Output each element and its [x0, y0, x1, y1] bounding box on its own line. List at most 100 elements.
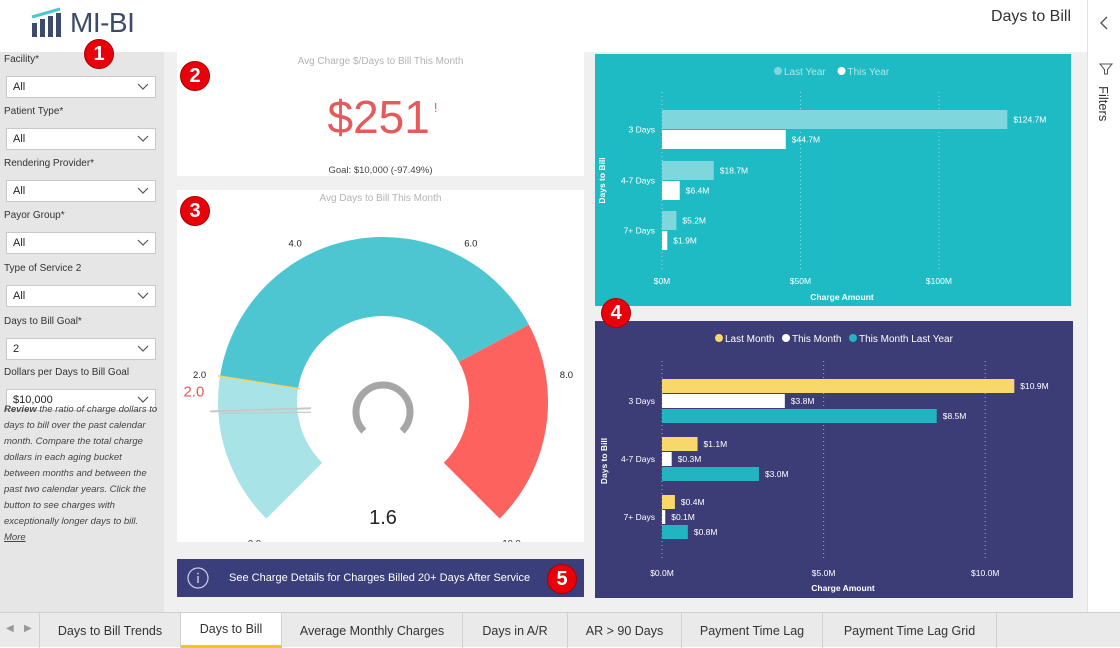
chevron-down-icon	[137, 239, 149, 246]
slicer-value: 2	[13, 343, 20, 355]
chevron-down-icon	[137, 292, 149, 299]
bar[interactable]	[662, 409, 937, 423]
gauge-title: Avg Days to Bill This Month	[319, 193, 442, 204]
page-tab[interactable]: Payment Time Lag	[682, 613, 823, 648]
page-tab[interactable]: Days to Bill Trends	[39, 613, 181, 648]
page-tab-bar: ◀ ▶ Days to Bill Trends Days to Bill Avera…	[0, 612, 1120, 648]
bar[interactable]	[662, 467, 759, 481]
page-tab[interactable]: Average Monthly Charges	[282, 613, 463, 648]
legend-item[interactable]: Last Month	[715, 334, 774, 345]
gauge-tick-label: 2.0	[193, 370, 206, 381]
bar[interactable]	[662, 437, 698, 451]
bar[interactable]	[662, 495, 675, 509]
x-tick-label: $10.0M	[971, 568, 999, 578]
bar[interactable]	[662, 161, 714, 180]
more-link[interactable]: More	[4, 532, 26, 543]
chevron-down-icon	[137, 135, 149, 142]
slicer-label: Payor Group*	[4, 210, 65, 221]
gauge-tick-label: 6.0	[464, 239, 477, 250]
slicer-dropdown[interactable]: All	[6, 76, 156, 98]
bar[interactable]	[662, 130, 786, 149]
x-tick-label: $0M	[654, 276, 671, 286]
page-title: Days to Bill	[990, 8, 1071, 25]
collapse-chevron-icon[interactable]	[1099, 16, 1109, 30]
gauge-band-1	[220, 237, 529, 389]
page-tab[interactable]: Days in A/R	[463, 613, 568, 648]
slicer-dropdown[interactable]: All	[6, 128, 156, 150]
description-bold: Review	[4, 404, 37, 415]
legend-item[interactable]: This Month Last Year	[849, 334, 954, 345]
legend-item[interactable]: This Month	[782, 334, 841, 345]
legend-item[interactable]: This Year	[837, 67, 890, 78]
bar-chart-logo-icon	[31, 7, 61, 37]
legend-label: Last Month	[725, 334, 774, 345]
report-description: Review the ratio of charge dollars to da…	[4, 402, 158, 546]
gauge-target-label: 2.0	[183, 384, 204, 401]
gauge-tick-label: 8.0	[560, 370, 573, 381]
kpi-value: $251!	[177, 90, 584, 144]
bar[interactable]	[662, 394, 785, 408]
gauge-card: Avg Days to Bill This Month 0.0 2.0 4.0 6.0…	[177, 190, 584, 542]
legend-marker	[715, 334, 723, 342]
category-label: 7+ Days	[624, 226, 655, 236]
slicer-value: All	[13, 133, 26, 145]
gauge-tick-label: 0.0	[248, 539, 261, 542]
slicer-label: Rendering Provider*	[4, 158, 95, 169]
bar[interactable]	[662, 110, 1008, 129]
info-icon	[187, 567, 209, 589]
slicer-label: Facility*	[4, 54, 40, 65]
page-tab[interactable]: Payment Time Lag Grid	[823, 613, 997, 648]
chevron-down-icon	[137, 396, 149, 403]
legend-marker	[849, 334, 857, 342]
bar[interactable]	[662, 510, 666, 524]
yearly-charges-chart: Last Year This Year $0M $50M $100M Charge Amo…	[595, 54, 1071, 306]
x-tick-label: $100M	[926, 276, 952, 286]
slicer-dropdown[interactable]: 2	[6, 338, 156, 360]
legend-label: This Month Last Year	[859, 334, 954, 345]
slicer-dropdown[interactable]: $10,000	[6, 389, 156, 411]
y-axis-label: Days to Bill	[597, 157, 607, 203]
tab-scroll-right-icon[interactable]: ▶	[24, 623, 32, 634]
filters-pane[interactable]: Filters	[1087, 0, 1120, 612]
bar[interactable]	[662, 211, 677, 230]
data-label: $5.2M	[682, 216, 706, 226]
filter-icon	[1099, 63, 1113, 75]
kpi-value-text: $251	[327, 91, 430, 143]
category-label: 4-7 Days	[621, 454, 655, 464]
bar[interactable]	[662, 379, 1015, 393]
page-tab[interactable]: AR > 90 Days	[568, 613, 682, 648]
bar[interactable]	[662, 231, 668, 250]
bar[interactable]	[662, 181, 680, 200]
logo-text: MI-BI	[70, 7, 135, 38]
gauge-target-line	[217, 375, 301, 390]
gauge-value-label: 1.6	[369, 507, 397, 529]
bar[interactable]	[662, 525, 688, 539]
bar[interactable]	[662, 452, 672, 466]
callout-badge-2: 2	[180, 61, 210, 91]
legend-label: This Month	[792, 334, 841, 345]
data-label: $44.7M	[792, 135, 820, 145]
data-label: $0.4M	[681, 497, 705, 507]
data-label: $1.9M	[673, 236, 697, 246]
slicer-dropdown[interactable]: All	[6, 285, 156, 307]
x-tick-label: $5.0M	[812, 568, 836, 578]
slicer-value: All	[13, 237, 26, 249]
x-axis-label: Charge Amount	[810, 292, 874, 302]
category-label: 4-7 Days	[621, 176, 655, 186]
kpi-title: Avg Charge $/Days to Bill This Month	[297, 56, 464, 67]
data-label: $3.8M	[791, 396, 815, 406]
filters-label[interactable]: Filters	[1096, 86, 1111, 122]
callout-badge-3: 3	[180, 196, 210, 226]
slicer-dropdown[interactable]: All	[6, 232, 156, 254]
tab-scroll-left-icon[interactable]: ◀	[6, 623, 14, 634]
legend-item[interactable]: Last Year	[774, 67, 826, 78]
gauge-hub	[352, 381, 414, 434]
charge-details-button[interactable]: See Charge Details for Charges Billed 20…	[177, 559, 584, 597]
page-tab[interactable]: Days to Bill	[181, 613, 282, 648]
legend-label: Last Year	[784, 67, 826, 78]
category-label: 7+ Days	[624, 512, 655, 522]
data-label: $0.3M	[678, 454, 702, 464]
slicer-dropdown[interactable]: All	[6, 180, 156, 202]
slicer-label: Dollars per Days to Bill Goal	[4, 367, 130, 378]
data-label: $0.8M	[694, 527, 718, 537]
